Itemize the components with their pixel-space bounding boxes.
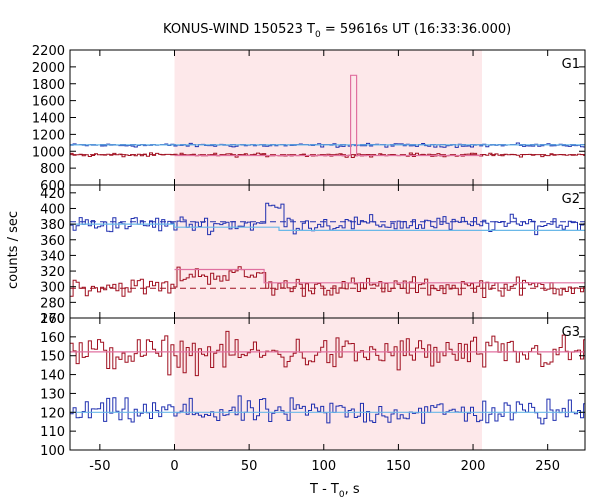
panel-data [70,74,585,158]
panel-g3: 100 110 120 130 140 150 160 170 G3 [40,312,586,459]
highlight-band [174,318,483,450]
y-tick-label: 600 [40,179,65,194]
series-blue-lightcurve [70,202,585,236]
y-tick-label: 280 [40,296,65,311]
panel-frame [69,317,586,451]
y-tick-label: 140 [40,369,65,384]
fit-line-pink [174,268,585,284]
fit-line-pink [174,74,482,157]
y-tick-label: 1800 [32,78,65,93]
y-tick-label: 1000 [32,145,65,160]
y-tick-label: 360 [40,234,65,249]
svg-text:KONUS-WIND 150523 T0 = 59616s: KONUS-WIND 150523 T0 = 59616s UT (16:33:… [163,22,511,40]
x-tick-label: 100 [311,459,336,474]
y-tick-label: 260 [40,312,65,327]
x-axis-label-main: T - T [309,482,339,497]
highlight-band [174,185,483,318]
panel-label-g3: G3 [562,325,580,340]
chart-title-subscript: 0 [315,30,321,40]
panel-data [70,330,585,425]
panel-data [70,202,585,298]
highlight-band [174,50,483,185]
series-red-lightcurve [70,152,585,158]
y-tick-label: 170 [40,312,65,327]
x-tick-label: 250 [535,459,560,474]
y-tick-label: 160 [40,331,65,346]
chart-title: KONUS-WIND 150523 T0 = 59616s UT (16:33:… [163,22,511,40]
panel-label-g2: G2 [562,192,580,207]
plot-area: 6008001000120014001600180020002200G12602… [32,44,586,474]
y-tick-label: 380 [40,218,65,233]
series-blue-lightcurve [70,395,585,425]
x-tick-label: 0 [170,459,178,474]
y-tick-label: 2200 [32,44,65,59]
x-axis-label-rest: , s [345,482,360,497]
y-tick-label: 400 [40,202,65,217]
y-tick-label: 800 [40,162,65,177]
y-tick-label: 150 [40,350,65,365]
panel-label-g1: G1 [562,57,580,72]
y-tick-label: 420 [40,187,65,202]
y-tick-label: 2000 [32,61,65,76]
y-tick-label: 100 [40,444,65,459]
series-red-lightcurve [70,266,585,298]
y-tick-label: 300 [40,281,65,296]
y-tick-label: 320 [40,265,65,280]
chart-title-main: KONUS-WIND 150523 T [163,22,315,37]
chart-title-rest: = 59616s UT (16:33:36.000) [321,22,511,37]
y-tick-label: 1200 [32,128,65,143]
y-tick-label: 130 [40,387,65,402]
y-tick-label: 340 [40,249,65,264]
y-tick-label: 120 [40,406,65,421]
x-tick-label: -50 [89,459,110,474]
y-axis-label: counts / sec [6,211,21,289]
x-axis-label-subscript: 0 [339,490,345,500]
x-tick-label: 50 [241,459,258,474]
x-tick-label: 200 [461,459,486,474]
y-tick-label: 110 [40,425,65,440]
y-tick-label: 1600 [32,95,65,110]
x-tick-label: 150 [386,459,411,474]
y-tick-label: 1400 [32,112,65,127]
x-axis: -50 0 50 100 150 200 250 [89,459,560,474]
x-axis-label: T - T0, s [309,482,360,500]
fit-line-light_blue [70,223,585,231]
